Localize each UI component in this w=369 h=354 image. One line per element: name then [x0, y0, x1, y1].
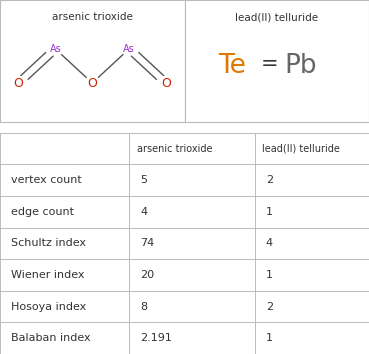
Text: 2: 2 — [266, 175, 273, 185]
Text: =: = — [261, 53, 278, 74]
Text: 5: 5 — [140, 175, 147, 185]
Text: As: As — [123, 44, 135, 54]
Text: arsenic trioxide: arsenic trioxide — [137, 144, 212, 154]
Text: edge count: edge count — [11, 207, 74, 217]
Text: Balaban index: Balaban index — [11, 333, 91, 343]
Text: 74: 74 — [140, 238, 155, 249]
Text: 8: 8 — [140, 302, 147, 312]
Text: O: O — [161, 76, 171, 90]
Text: 1: 1 — [266, 333, 273, 343]
Text: 20: 20 — [140, 270, 154, 280]
Text: lead(II) telluride: lead(II) telluride — [235, 12, 318, 22]
Text: O: O — [87, 76, 97, 90]
Text: 2: 2 — [266, 302, 273, 312]
Text: O: O — [14, 76, 23, 90]
Text: Hosoya index: Hosoya index — [11, 302, 86, 312]
Text: 4: 4 — [266, 238, 273, 249]
Text: arsenic trioxide: arsenic trioxide — [52, 12, 133, 22]
Text: Wiener index: Wiener index — [11, 270, 85, 280]
Text: Pb: Pb — [284, 53, 317, 79]
Text: 2.191: 2.191 — [140, 333, 172, 343]
Text: 1: 1 — [266, 270, 273, 280]
Text: vertex count: vertex count — [11, 175, 82, 185]
Text: As: As — [49, 44, 61, 54]
Text: 1: 1 — [266, 207, 273, 217]
Text: 4: 4 — [140, 207, 147, 217]
Text: Schultz index: Schultz index — [11, 238, 86, 249]
Text: lead(II) telluride: lead(II) telluride — [262, 144, 340, 154]
Text: Te: Te — [218, 53, 246, 79]
